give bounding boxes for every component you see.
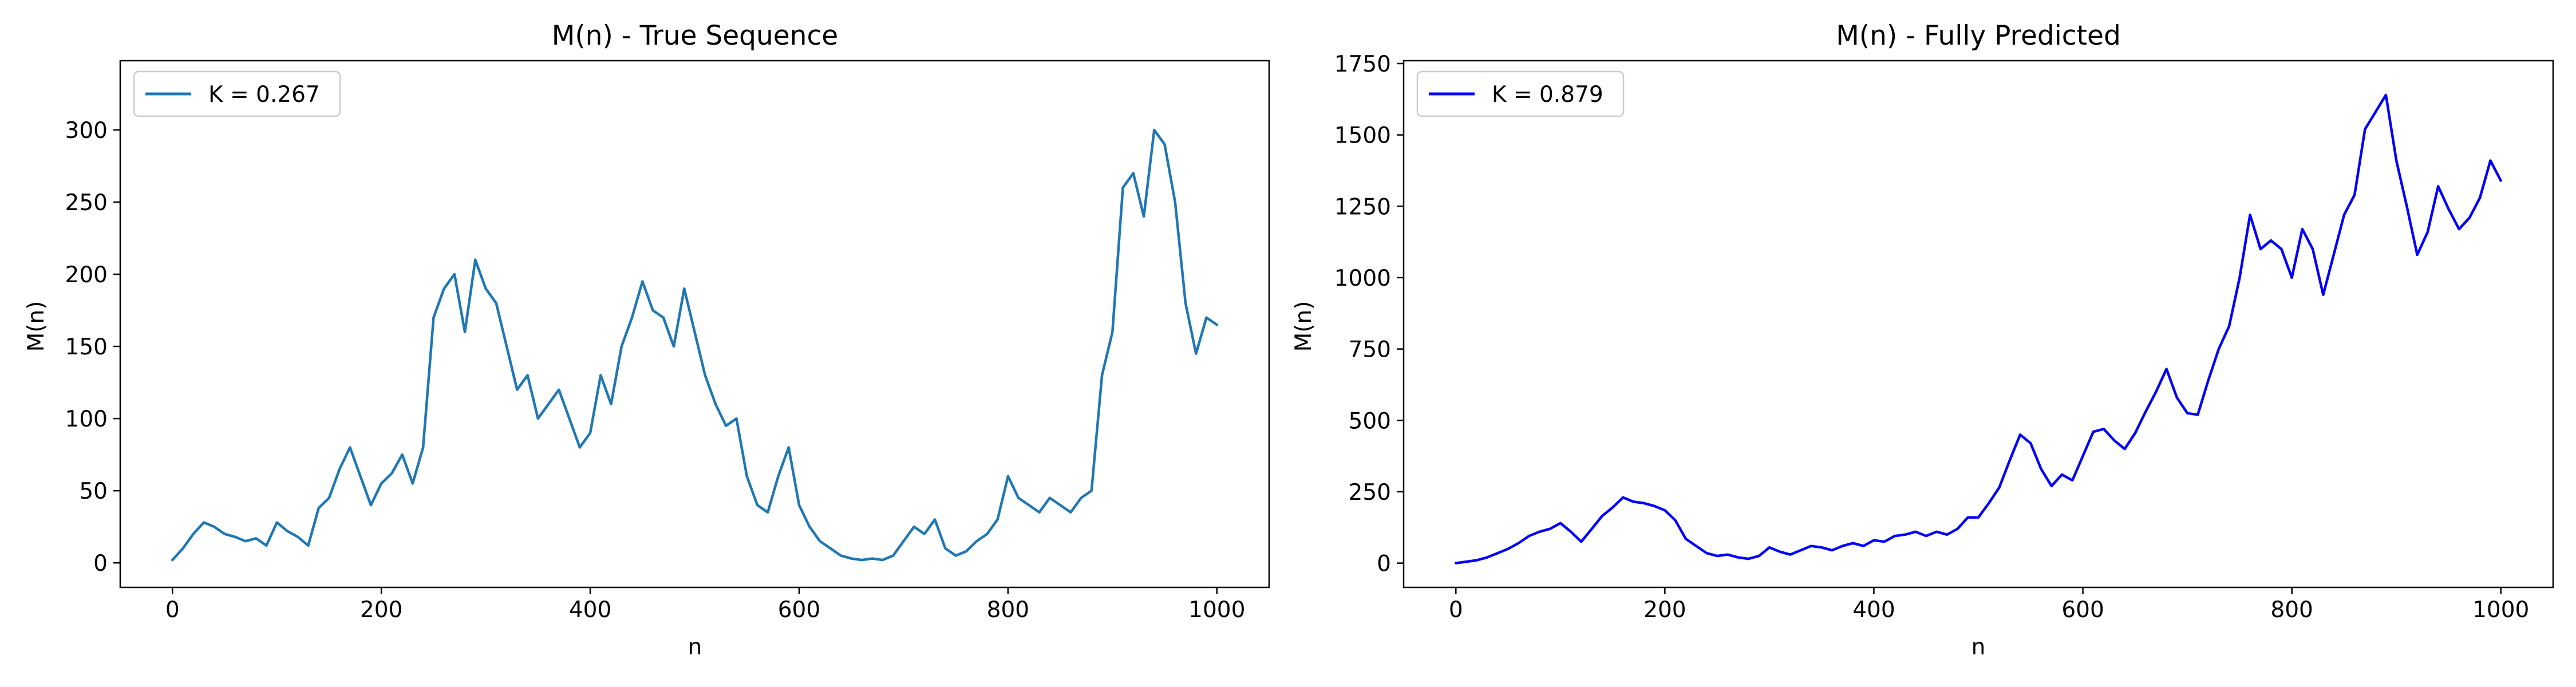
legend-box xyxy=(1416,70,1625,117)
legend: K = 0.879 xyxy=(1416,70,1625,117)
x-axis-label: n xyxy=(1971,634,1986,660)
y-tick-label: 500 xyxy=(1349,408,1391,434)
y-tick-label: 300 xyxy=(65,118,108,144)
y-tick-label: 1250 xyxy=(1334,194,1391,220)
x-tick-label: 600 xyxy=(2061,597,2104,623)
chart-title: M(n) - True Sequence xyxy=(552,20,838,52)
axis-ticks: 0 200 400 600 800 1000 0 250 500 750 1000 1250 1500 1… xyxy=(1334,52,2530,623)
plot-series xyxy=(1455,93,2502,564)
x-tick-label: 1000 xyxy=(2472,597,2529,623)
legend: K = 0.267 xyxy=(133,70,341,117)
x-axis-label: n xyxy=(688,634,702,660)
y-tick-label: 0 xyxy=(1377,551,1391,577)
y-axis-label: M(n) xyxy=(23,301,49,352)
x-tick-label: 1000 xyxy=(1188,597,1245,623)
y-tick-label: 0 xyxy=(93,551,108,577)
x-tick-label: 400 xyxy=(569,597,611,623)
x-tick-label: 200 xyxy=(360,597,402,623)
x-tick-label: 400 xyxy=(1852,597,1895,623)
y-tick-label: 1000 xyxy=(1334,266,1391,291)
y-tick-label: 100 xyxy=(65,406,108,432)
axes-frame xyxy=(119,60,1270,589)
legend-label: K = 0.879 xyxy=(1492,82,1603,108)
x-tick-label: 600 xyxy=(778,597,820,623)
y-tick-label: 50 xyxy=(79,479,108,504)
plot-series xyxy=(171,128,1219,562)
x-tick-label: 0 xyxy=(1449,597,1463,623)
legend-box xyxy=(133,70,341,117)
series-line xyxy=(171,128,1219,562)
chart-fully-predicted: M(n) - Fully Predicted n M(n) 0 200 400 600… xyxy=(1291,20,2554,660)
y-tick-label: 250 xyxy=(1349,480,1391,506)
y-tick-label: 200 xyxy=(65,262,108,288)
chart-true-sequence: M(n) - True Sequence n M(n) 0 200 400 600 80… xyxy=(23,20,1270,660)
y-axis-label: M(n) xyxy=(1291,301,1317,352)
y-tick-label: 1500 xyxy=(1334,123,1391,149)
axis-ticks: 0 200 400 600 800 1000 0 50 100 150 200 250 300 xyxy=(65,118,1246,623)
y-tick-label: 750 xyxy=(1349,337,1391,363)
series-line xyxy=(1455,93,2502,564)
axes-frame xyxy=(1402,60,2554,589)
y-tick-label: 250 xyxy=(65,190,108,216)
x-tick-label: 800 xyxy=(987,597,1029,623)
x-tick-label: 200 xyxy=(1643,597,1686,623)
chart-title: M(n) - Fully Predicted xyxy=(1836,20,2121,52)
x-tick-label: 800 xyxy=(2270,597,2313,623)
legend-label: K = 0.267 xyxy=(208,82,320,108)
y-tick-label: 150 xyxy=(65,334,108,360)
x-tick-label: 0 xyxy=(165,597,180,623)
y-tick-label: 1750 xyxy=(1334,52,1391,77)
